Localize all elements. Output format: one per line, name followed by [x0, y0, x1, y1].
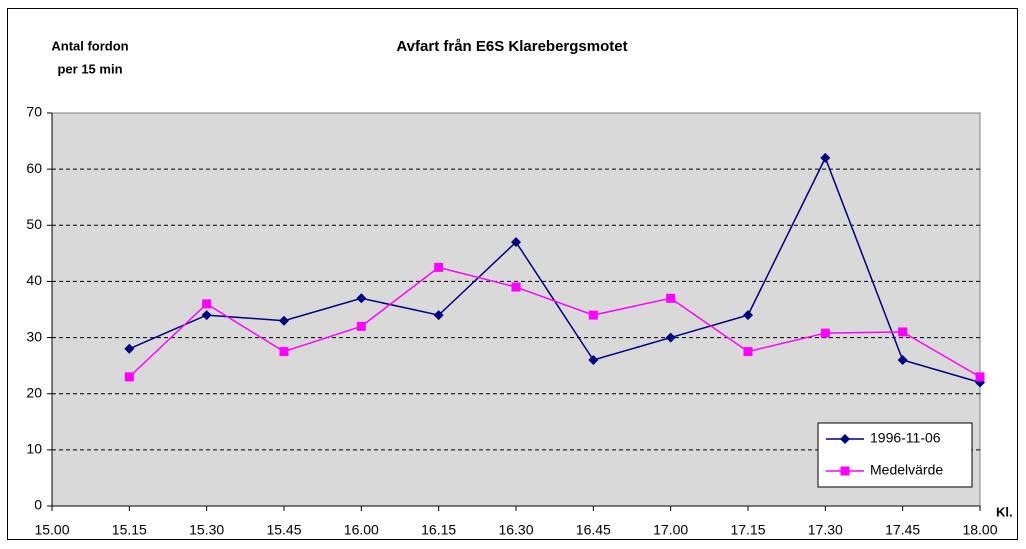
- legend-label: Medelvärde: [870, 462, 943, 478]
- marker: [201, 310, 212, 321]
- x-tick-label: 16.00: [344, 522, 379, 538]
- y-tick-label: 30: [26, 328, 42, 344]
- y-tick-label: 50: [26, 216, 42, 232]
- x-tick-label: 15.00: [34, 522, 69, 538]
- chart-title: Avfart från E6S Klarebergsmotet: [396, 38, 627, 55]
- x-tick-label: 17.15: [730, 522, 765, 538]
- marker: [820, 152, 831, 163]
- y-tick-label: 20: [26, 384, 42, 400]
- marker: [279, 347, 289, 357]
- x-tick-label: 16.15: [421, 522, 456, 538]
- y-tick-label: 0: [34, 497, 42, 513]
- marker: [279, 315, 289, 326]
- y-tick-label: 60: [26, 160, 42, 176]
- marker: [202, 299, 212, 309]
- legend-label: 1996-11-06: [870, 430, 941, 446]
- marker: [666, 293, 676, 303]
- x-tick-label: 15.30: [189, 522, 224, 538]
- y-axis-label: per 15 min: [57, 61, 122, 76]
- marker: [124, 372, 134, 382]
- x-tick-label: 16.45: [576, 522, 611, 538]
- marker: [898, 327, 908, 337]
- marker: [588, 355, 599, 366]
- marker: [356, 293, 367, 304]
- marker: [897, 355, 908, 366]
- marker: [840, 434, 850, 444]
- marker: [433, 310, 444, 321]
- x-tick-label: 17.30: [808, 522, 843, 538]
- marker: [511, 237, 521, 248]
- marker: [743, 310, 753, 321]
- marker: [356, 321, 366, 331]
- series-line: [128, 266, 981, 378]
- marker: [588, 310, 598, 320]
- x-tick-label: 15.15: [112, 522, 147, 538]
- legend: [817, 422, 973, 488]
- marker: [434, 262, 444, 272]
- x-tick-label: 15.45: [266, 522, 301, 538]
- marker: [124, 343, 135, 354]
- marker: [511, 282, 521, 292]
- marker: [975, 372, 985, 382]
- marker: [665, 332, 676, 343]
- y-tick-label: 10: [26, 441, 42, 457]
- y-axis-label: Antal fordon: [51, 38, 128, 53]
- marker: [820, 328, 830, 338]
- x-tick-label: 18.00: [962, 522, 997, 538]
- x-tick-label: 17.00: [653, 522, 688, 538]
- y-tick-label: 40: [26, 272, 42, 288]
- x-tick-label: 17.45: [885, 522, 920, 538]
- marker: [840, 466, 850, 476]
- x-axis-label: Kl.: [996, 504, 1013, 519]
- y-tick-label: 70: [26, 104, 42, 120]
- marker: [743, 347, 753, 357]
- x-tick-label: 16.30: [498, 522, 533, 538]
